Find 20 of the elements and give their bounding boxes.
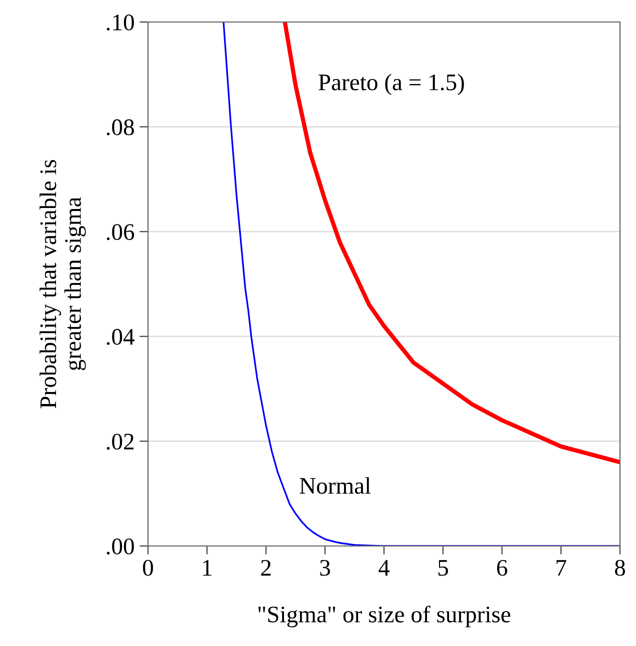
y-axis-title: Probability that variable is greater than sigma — [40, 160, 86, 408]
annotation: Normal — [300, 477, 371, 494]
x-tick-label: 3 — [320, 560, 330, 576]
x-tick-label: 6 — [497, 560, 508, 576]
y-tick-label: .08 — [106, 119, 134, 136]
y-tick-label: .04 — [106, 328, 134, 345]
x-tick-label: 0 — [142, 560, 154, 576]
y-tick-label: .06 — [106, 224, 134, 240]
x-tick-label: 8 — [614, 560, 626, 576]
y-tick-label: .10 — [106, 14, 134, 31]
x-tick-label: 4 — [378, 560, 390, 576]
y-tick-label: .00 — [106, 538, 134, 555]
line-series — [282, 22, 620, 464]
x-tick-label: 7 — [556, 560, 566, 576]
x-tick-label: 2 — [261, 560, 271, 576]
y-tick-label: .02 — [106, 434, 134, 450]
x-axis-title: "Sigma" or size of surprise — [258, 606, 510, 628]
x-tick-label: 1 — [203, 560, 212, 576]
x-tick-label: 5 — [438, 560, 448, 576]
annotation: Pareto (a = 1.5) — [318, 74, 464, 96]
